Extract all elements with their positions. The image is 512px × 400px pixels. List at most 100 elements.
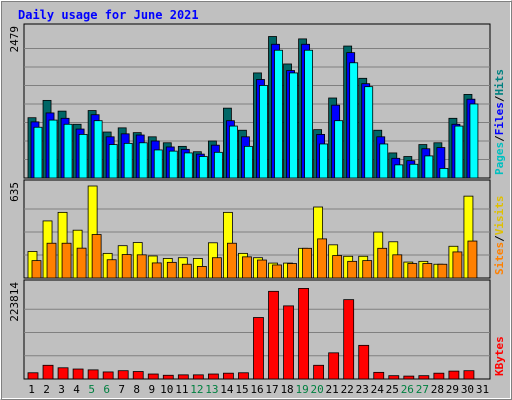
bar-kbytes-day-29 (448, 370, 460, 380)
bar-kbytes-day-19 (298, 288, 309, 380)
bar-sites-day-24 (377, 247, 388, 279)
bar-sites-day-6 (106, 259, 117, 279)
bar-pages-day-8 (138, 142, 148, 179)
bar-pages-day-10 (168, 150, 178, 179)
x-tick-label: 31 (476, 383, 489, 396)
chart-title: Daily usage for June 2021 (18, 8, 199, 22)
x-tick-label: 4 (73, 383, 80, 396)
bars (27, 36, 479, 179)
bar-sites-day-18 (287, 263, 297, 279)
x-tick-label: 13 (205, 383, 218, 396)
bar-sites-day-28 (437, 263, 448, 279)
bar-sites-day-5 (91, 234, 102, 279)
bar-sites-day-27 (422, 263, 433, 279)
bar-kbytes-day-14 (223, 372, 234, 380)
bar-pages-day-26 (409, 163, 419, 179)
bar-kbytes-day-25 (388, 375, 400, 380)
legend-entry-files: Files (493, 102, 506, 135)
legend-separator: / (493, 95, 506, 102)
x-tick-label: 3 (58, 383, 65, 396)
legend-entry-kbytes: KBytes (493, 336, 506, 376)
x-axis: 1 2 3 4 5 6 7 8 9 10 11 12 13 14 15 16 17 18 19 20 21 22 23 24 2… (28, 383, 489, 396)
y-max-label: 635 (8, 182, 21, 202)
bar-pages-day-6 (108, 144, 118, 179)
bars (27, 288, 475, 380)
bar-sites-day-7 (121, 254, 132, 279)
bar-pages-day-19 (304, 49, 313, 179)
bar-pages-day-14 (229, 125, 238, 179)
bar-sites-day-20 (317, 238, 328, 279)
x-tick-label: 25 (386, 383, 399, 396)
bar-sites-day-22 (347, 260, 358, 279)
x-tick-label: 28 (431, 383, 444, 396)
legend: Pages/Files/Hits (493, 69, 506, 175)
bar-sites-day-15 (242, 256, 252, 279)
bar-kbytes-day-11 (177, 374, 189, 380)
bar-kbytes-day-26 (403, 375, 415, 380)
bar-kbytes-day-13 (207, 373, 219, 380)
x-tick-label: 2 (43, 383, 50, 396)
x-tick-label: 24 (371, 383, 385, 396)
bar-kbytes-day-24 (373, 371, 385, 380)
bar-kbytes-day-21 (328, 352, 340, 380)
x-tick-label: 29 (446, 383, 459, 396)
x-tick-label: 18 (280, 383, 293, 396)
x-tick-label: 8 (133, 383, 140, 396)
x-tick-label: 21 (326, 383, 339, 396)
bar-pages-day-5 (93, 120, 103, 179)
bar-pages-day-4 (78, 134, 88, 179)
bar-kbytes-day-28 (433, 372, 445, 380)
x-tick-label: 23 (356, 383, 369, 396)
bar-kbytes-day-27 (418, 375, 430, 380)
legend-separator: / (493, 235, 506, 242)
bar-kbytes-day-10 (162, 374, 174, 380)
x-tick-label: 16 (250, 383, 263, 396)
x-tick-label: 14 (220, 383, 234, 396)
bar-kbytes-day-1 (27, 372, 39, 380)
bar-pages-day-13 (213, 151, 223, 179)
bar-sites-day-23 (362, 260, 373, 279)
bar-sites-day-14 (227, 242, 237, 279)
x-tick-label: 6 (103, 383, 110, 396)
x-tick-label: 26 (401, 383, 414, 396)
bar-sites-day-11 (181, 263, 192, 279)
bar-pages-day-23 (364, 86, 374, 179)
bar-sites-day-12 (196, 266, 207, 279)
bar-sites-day-13 (211, 257, 222, 279)
bar-sites-day-2 (46, 242, 57, 279)
bar-kbytes-day-9 (147, 373, 159, 380)
bar-pages-day-28 (439, 168, 449, 179)
bar-kbytes-day-6 (102, 371, 114, 380)
legend-entry-pages: Pages (493, 142, 506, 175)
bar-kbytes-day-8 (132, 371, 144, 380)
bar-pages-day-11 (183, 152, 193, 179)
bar-kbytes-day-12 (192, 374, 204, 380)
bar-pages-day-30 (469, 103, 479, 179)
bar-pages-day-2 (48, 119, 58, 179)
bar-sites-day-21 (332, 255, 343, 279)
bar-pages-day-9 (153, 149, 163, 179)
bar-pages-day-27 (424, 155, 434, 179)
legend-entry-hits: Hits (493, 69, 506, 96)
bar-kbytes-day-5 (87, 369, 99, 380)
bar-sites-day-26 (407, 263, 418, 279)
legend: KBytes (493, 336, 506, 376)
bar-pages-day-12 (198, 156, 208, 179)
bar-pages-day-17 (274, 49, 283, 179)
bar-pages-day-1 (33, 126, 43, 179)
x-tick-label: 30 (461, 383, 474, 396)
bar-sites-day-8 (136, 254, 147, 279)
bar-kbytes-day-17 (268, 290, 279, 380)
bar-sites-day-10 (166, 261, 177, 279)
bar-sites-day-16 (257, 259, 267, 279)
bar-kbytes-day-22 (343, 299, 355, 380)
bar-pages-day-21 (334, 120, 344, 179)
bar-sites-day-1 (31, 260, 42, 279)
x-tick-label: 12 (190, 383, 203, 396)
bar-sites-day-9 (151, 262, 162, 279)
legend-entry-visits: Visits (493, 196, 506, 236)
bar-sites-day-17 (272, 264, 282, 279)
x-tick-label: 22 (341, 383, 354, 396)
